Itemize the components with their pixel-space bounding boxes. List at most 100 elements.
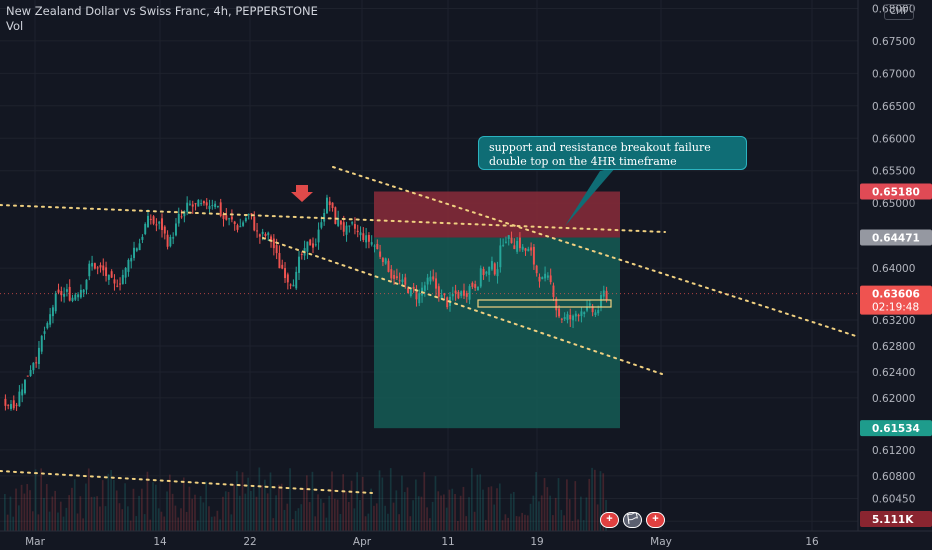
time-tick-16: 16: [805, 536, 819, 548]
volume-label: Vol: [6, 19, 24, 33]
candle-body: [345, 225, 348, 235]
volume-bar: [258, 467, 261, 531]
volume-bar: [283, 509, 286, 531]
candle-body: [253, 216, 256, 231]
add-button[interactable]: +: [646, 512, 665, 528]
volume-bar: [445, 507, 448, 531]
volume-bar: [482, 489, 484, 531]
candle-body: [365, 235, 368, 243]
volume-bar: [244, 493, 247, 531]
candle-body: [51, 307, 54, 317]
candle-body: [214, 203, 217, 208]
candle-body: [29, 370, 32, 376]
candle-body: [535, 265, 538, 274]
volume-bar: [12, 516, 15, 531]
annotation-line-2: double top on the 4HR timeframe: [489, 155, 677, 168]
candle-body: [600, 295, 602, 307]
candle-body: [362, 233, 365, 240]
volume-bar: [409, 516, 412, 531]
candle-body: [493, 263, 496, 275]
candle-body: [460, 291, 463, 296]
candle-body: [443, 293, 446, 296]
candle-body: [21, 389, 24, 396]
flag-icon[interactable]: 🏳: [623, 512, 642, 528]
volume-bar: [577, 519, 579, 531]
candle-body: [502, 244, 505, 246]
volume-bar: [216, 510, 219, 531]
volume-bar: [264, 479, 266, 531]
candle-body: [588, 303, 591, 306]
candle-body: [468, 286, 471, 300]
volume-bar: [54, 490, 57, 531]
candle-body: [538, 276, 541, 282]
volume-bar: [426, 507, 428, 531]
volume-bar: [174, 505, 177, 531]
candle-body: [194, 203, 197, 205]
volume-bar: [99, 506, 101, 531]
candle-body: [583, 312, 586, 315]
candle-body: [222, 214, 225, 219]
volume-bar: [6, 514, 9, 531]
candle-body: [591, 306, 594, 313]
volume-bar: [138, 495, 140, 531]
volume-bar: [549, 495, 551, 531]
volume-bar: [557, 478, 560, 531]
candle-body: [107, 274, 110, 280]
volume-bar: [518, 516, 521, 531]
candle-body: [219, 202, 222, 216]
candle-body: [476, 286, 479, 291]
candle-body: [597, 310, 600, 314]
volume-bar: [476, 474, 479, 531]
candle-body: [370, 242, 373, 245]
candle-body: [463, 290, 465, 296]
volume-bar: [247, 477, 249, 531]
volume-value-label-bg: [860, 511, 932, 527]
volume-bar: [406, 487, 409, 531]
volume-bar: [479, 474, 482, 531]
volume-bar: [275, 495, 277, 531]
volume-bar: [308, 502, 311, 531]
annotation-callout[interactable]: support and resistance breakout failure …: [478, 136, 747, 170]
volume-bar: [87, 468, 90, 531]
volume-bar: [34, 469, 37, 531]
volume-bar: [213, 516, 216, 531]
candle-body: [23, 379, 26, 394]
candle-body: [401, 279, 404, 283]
candle-body: [295, 271, 298, 289]
volume-bar: [146, 471, 149, 531]
volume-bar: [375, 503, 378, 531]
candle-body: [172, 237, 175, 239]
volume-bar: [521, 512, 523, 531]
volume-bar: [526, 515, 529, 531]
candle-body: [149, 218, 152, 220]
volume-bar: [236, 471, 238, 531]
time-tick-mar: Mar: [25, 536, 45, 548]
volume-bar: [423, 472, 426, 531]
candle-body: [116, 285, 119, 287]
candle-body: [306, 241, 309, 252]
volume-bar: [51, 496, 54, 531]
currency-unit[interactable]: CHF: [884, 4, 914, 20]
candle-body: [208, 205, 211, 209]
candle-body: [471, 282, 474, 287]
entry-price-label-bg: [860, 229, 932, 246]
candle-body: [225, 215, 228, 220]
volume-bar: [429, 518, 431, 531]
volume-bar: [191, 498, 194, 531]
candle-body: [320, 222, 323, 228]
candle-body: [158, 221, 161, 224]
volume-bar: [504, 514, 507, 531]
candle-body: [127, 259, 130, 272]
volume-bar: [121, 509, 124, 531]
volume-bar: [591, 467, 593, 531]
volume-bar: [345, 491, 347, 531]
upper-channel-line: [332, 166, 863, 339]
candle-body: [518, 237, 521, 249]
support-box: [477, 299, 612, 308]
candle-body: [169, 236, 172, 247]
candle-body: [353, 224, 356, 229]
add-alert-button[interactable]: +: [600, 512, 619, 528]
candle-body: [328, 201, 331, 206]
candle-body: [510, 237, 513, 244]
